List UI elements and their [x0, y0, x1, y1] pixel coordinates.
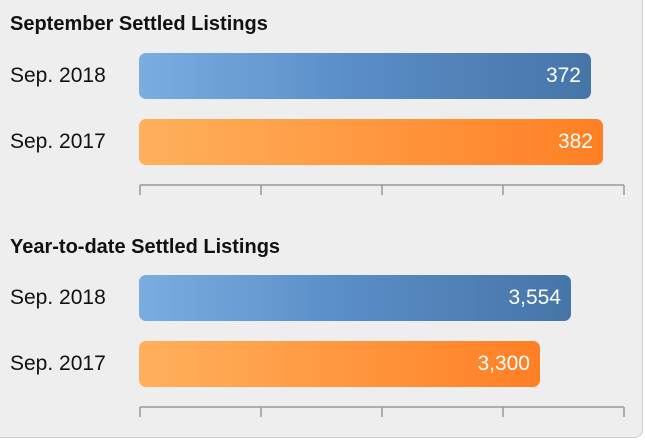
bar-value-label: 372	[545, 64, 581, 87]
bar-value-label: 382	[557, 130, 593, 153]
bar-value-label: 3,300	[477, 352, 530, 375]
bar-september-sep-2017: 382	[139, 119, 603, 165]
row-label-sep-2017: Sep. 2017	[10, 352, 106, 375]
x-axis-year-to-date	[139, 406, 625, 417]
x-axis-september	[139, 184, 625, 195]
row-label-sep-2018: Sep. 2018	[10, 64, 106, 87]
bar-september-sep-2018: 372	[139, 53, 591, 99]
bar-value-label: 3,554	[508, 286, 561, 309]
chart-title-september: September Settled Listings	[10, 13, 268, 35]
bar-ytd-sep-2017: 3,300	[139, 341, 540, 387]
row-label-sep-2017: Sep. 2017	[10, 130, 106, 153]
bar-ytd-sep-2018: 3,554	[139, 275, 571, 321]
chart-title-year-to-date: Year-to-date Settled Listings	[10, 236, 281, 258]
row-label-sep-2018: Sep. 2018	[10, 286, 106, 309]
